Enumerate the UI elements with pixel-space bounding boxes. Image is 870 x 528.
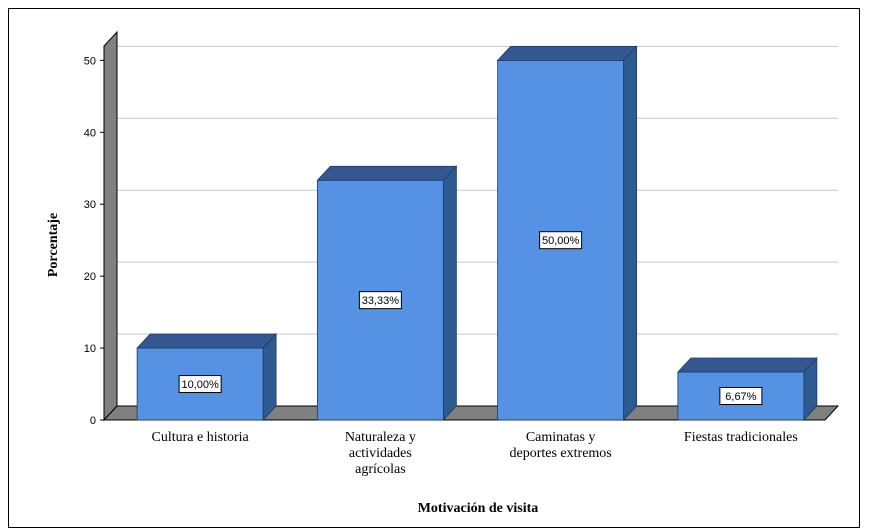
data-label: 33,33%: [362, 295, 400, 307]
bar-side: [623, 45, 638, 422]
y-tick-label: 20: [84, 271, 96, 283]
y-tick-label: 50: [84, 55, 96, 67]
x-axis-categories: Cultura e historia Naturaleza y actividade…: [152, 430, 798, 477]
left-wall: [103, 30, 118, 422]
bar-side: [442, 165, 457, 422]
chart-walls: [102, 30, 840, 422]
y-axis-title: Porcentaje: [46, 213, 61, 277]
bar-top: [676, 357, 818, 373]
x-tick-label: Naturaleza y actividades agrícolas: [345, 430, 416, 477]
data-label-box: [358, 291, 402, 310]
x-tick-label: Cultura e historia: [152, 430, 250, 445]
data-label: 6,67%: [725, 391, 756, 403]
data-label-box: [178, 375, 222, 394]
bar-top: [316, 165, 458, 181]
y-tick-label: 40: [84, 127, 96, 139]
data-label: 50,00%: [542, 235, 580, 247]
bars: 10,00% 33,33% 50,00% 6,67%: [136, 45, 818, 422]
x-tick-label: Fiestas tradicionales: [684, 430, 798, 445]
data-label-box: [719, 387, 763, 406]
data-label: 10,00%: [181, 379, 219, 391]
bar-top: [136, 333, 278, 349]
gridlines: [117, 45, 838, 335]
y-axis-ticks: 0 10 20 30 40 50: [84, 55, 104, 427]
y-tick-label: 0: [90, 415, 96, 427]
data-label-box: [539, 231, 583, 250]
bar-side: [803, 357, 818, 422]
x-axis-title: Motivación de visita: [418, 501, 539, 516]
y-tick-label: 30: [84, 199, 96, 211]
x-tick-label: Caminatas y deportes extremos: [510, 430, 612, 461]
bar-top: [496, 45, 638, 61]
bar-side: [262, 333, 277, 422]
y-tick-label: 10: [84, 343, 96, 355]
